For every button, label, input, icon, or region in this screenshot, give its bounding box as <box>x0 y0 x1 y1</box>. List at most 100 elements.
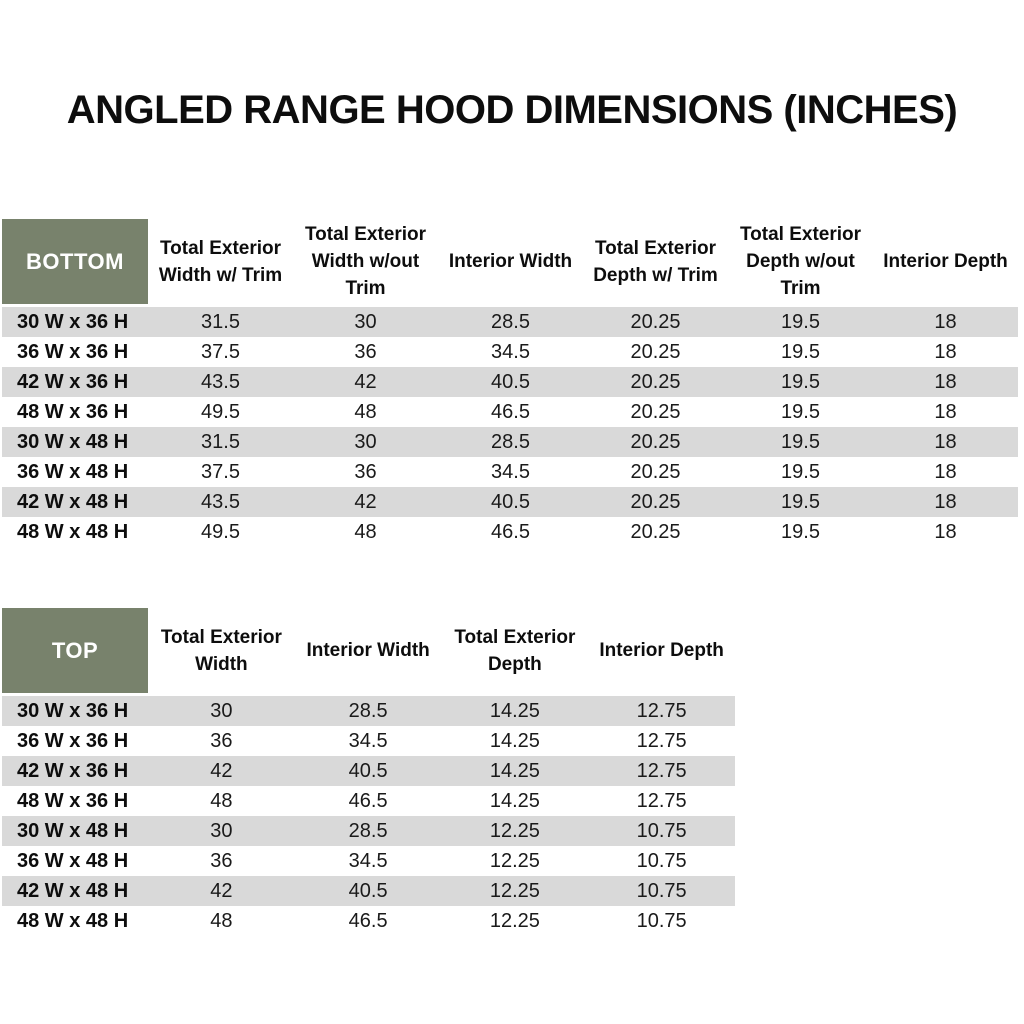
dimension-value: 18 <box>934 460 957 483</box>
bottom-corner-label: BOTTOM <box>2 219 148 307</box>
dimension-value: 20.25 <box>630 520 681 543</box>
table-row: 36 W x 48 H 37.5 36 34.5 20.25 19.5 18 <box>2 457 1018 487</box>
dimension-value: 14.25 <box>489 789 540 812</box>
table-row: 42 W x 48 H 42 40.5 12.25 10.75 <box>2 876 735 906</box>
page-title: ANGLED RANGE HOOD DIMENSIONS (INCHES) <box>66 88 958 132</box>
dimension-value: 18 <box>934 400 957 423</box>
table-row: 30 W x 36 H 30 28.5 14.25 12.75 <box>2 696 735 726</box>
dimension-value: 20.25 <box>630 430 681 453</box>
top-dimensions-table: TOP Total Exterior Width Interior Width Tot… <box>2 608 735 936</box>
column-header: Total Exterior Depth w/out Trim <box>728 219 873 307</box>
row-label: 42 W x 36 H <box>17 759 129 782</box>
table-row: 48 W x 48 H 48 46.5 12.25 10.75 <box>2 906 735 936</box>
dimension-value: 19.5 <box>781 340 820 363</box>
dimension-value: 30 <box>210 699 233 722</box>
dimension-value: 48 <box>354 520 377 543</box>
table-row: 48 W x 36 H 48 46.5 14.25 12.75 <box>2 786 735 816</box>
row-label: 42 W x 36 H <box>17 370 129 393</box>
dimension-value: 46.5 <box>491 400 530 423</box>
bottom-table-header: BOTTOM Total Exterior Width w/ Trim Total … <box>2 219 1018 307</box>
dimension-value: 48 <box>210 789 233 812</box>
row-label: 30 W x 48 H <box>17 819 129 842</box>
dimension-value: 20.25 <box>630 310 681 333</box>
dimension-value: 36 <box>354 460 377 483</box>
dimension-value: 43.5 <box>201 370 240 393</box>
column-header: Total Exterior Depth w/ Trim <box>583 219 728 307</box>
dimension-value: 12.25 <box>489 819 540 842</box>
row-label: 36 W x 36 H <box>17 729 129 752</box>
dimension-value: 19.5 <box>781 460 820 483</box>
top-table-body: 30 W x 36 H 30 28.5 14.25 12.75 36 W x 36 H 36… <box>2 696 735 936</box>
table-row: 42 W x 36 H 42 40.5 14.25 12.75 <box>2 756 735 786</box>
dimension-value: 18 <box>934 340 957 363</box>
dimension-value: 40.5 <box>348 759 388 782</box>
row-label: 42 W x 48 H <box>17 490 129 513</box>
dimension-value: 10.75 <box>636 909 687 932</box>
dimension-value: 31.5 <box>201 430 240 453</box>
column-header: Interior Width <box>294 608 442 696</box>
row-label: 36 W x 36 H <box>17 340 129 363</box>
dimension-value: 34.5 <box>491 340 530 363</box>
dimension-value: 28.5 <box>348 819 388 842</box>
row-label: 36 W x 48 H <box>17 849 129 872</box>
dimension-value: 12.75 <box>636 729 687 752</box>
bottom-table-body: 30 W x 36 H 31.5 30 28.5 20.25 19.5 18 36 W x 3… <box>2 307 1018 547</box>
dimension-value: 20.25 <box>630 460 681 483</box>
dimension-value: 18 <box>934 430 957 453</box>
dimension-value: 36 <box>354 340 377 363</box>
dimension-value: 28.5 <box>491 430 530 453</box>
dimension-value: 37.5 <box>201 340 240 363</box>
table-row: 48 W x 48 H 49.5 48 46.5 20.25 19.5 18 <box>2 517 1018 547</box>
column-header: Interior Depth <box>873 219 1018 307</box>
dimension-value: 34.5 <box>348 729 388 752</box>
dimension-value: 30 <box>354 430 377 453</box>
dimension-value: 20.25 <box>630 490 681 513</box>
column-header: Interior Width <box>438 219 583 307</box>
dimension-value: 31.5 <box>201 310 240 333</box>
dimension-value: 18 <box>934 370 957 393</box>
dimension-value: 36 <box>210 849 233 872</box>
dimension-value: 14.25 <box>489 729 540 752</box>
dimension-value: 12.75 <box>636 759 687 782</box>
column-header: Interior Depth <box>588 608 735 696</box>
dimension-value: 14.25 <box>489 759 540 782</box>
column-header: Total Exterior Width <box>148 608 295 696</box>
dimension-value: 10.75 <box>636 819 687 842</box>
dimension-value: 20.25 <box>630 370 681 393</box>
table-row: 48 W x 36 H 49.5 48 46.5 20.25 19.5 18 <box>2 397 1018 427</box>
dimension-value: 49.5 <box>201 520 240 543</box>
row-label: 48 W x 48 H <box>17 520 129 543</box>
dimension-value: 37.5 <box>201 460 240 483</box>
row-label: 48 W x 36 H <box>17 789 129 812</box>
dimension-value: 49.5 <box>201 400 240 423</box>
dimension-value: 42 <box>354 490 377 513</box>
table-row: 36 W x 36 H 36 34.5 14.25 12.75 <box>2 726 735 756</box>
dimension-value: 20.25 <box>630 340 681 363</box>
dimension-value: 42 <box>354 370 377 393</box>
dimension-value: 12.25 <box>489 849 540 872</box>
dimension-value: 20.25 <box>630 400 681 423</box>
dimension-value: 18 <box>934 310 957 333</box>
dimension-value: 28.5 <box>348 699 388 722</box>
row-label: 30 W x 48 H <box>17 430 129 453</box>
bottom-dimensions-table: BOTTOM Total Exterior Width w/ Trim Total … <box>2 219 1018 547</box>
dimension-value: 18 <box>934 490 957 513</box>
row-label: 30 W x 36 H <box>17 310 129 333</box>
table-row: 30 W x 48 H 31.5 30 28.5 20.25 19.5 18 <box>2 427 1018 457</box>
table-row: 42 W x 36 H 43.5 42 40.5 20.25 19.5 18 <box>2 367 1018 397</box>
dimension-value: 48 <box>210 909 233 932</box>
dimension-value: 19.5 <box>781 490 820 513</box>
dimension-value: 34.5 <box>491 460 530 483</box>
row-label: 48 W x 48 H <box>17 909 129 932</box>
dimension-value: 40.5 <box>491 370 530 393</box>
dimension-value: 10.75 <box>636 879 687 902</box>
column-header: Total Exterior Width w/ Trim <box>148 219 293 307</box>
dimension-value: 19.5 <box>781 520 820 543</box>
table-row: 42 W x 48 H 43.5 42 40.5 20.25 19.5 18 <box>2 487 1018 517</box>
table-row: 36 W x 36 H 37.5 36 34.5 20.25 19.5 18 <box>2 337 1018 367</box>
column-header: Total Exterior Depth <box>441 608 589 696</box>
column-header: Total Exterior Width w/out Trim <box>293 219 438 307</box>
dimension-value: 14.25 <box>489 699 540 722</box>
dimension-value: 46.5 <box>348 789 388 812</box>
dimension-value: 34.5 <box>348 849 388 872</box>
